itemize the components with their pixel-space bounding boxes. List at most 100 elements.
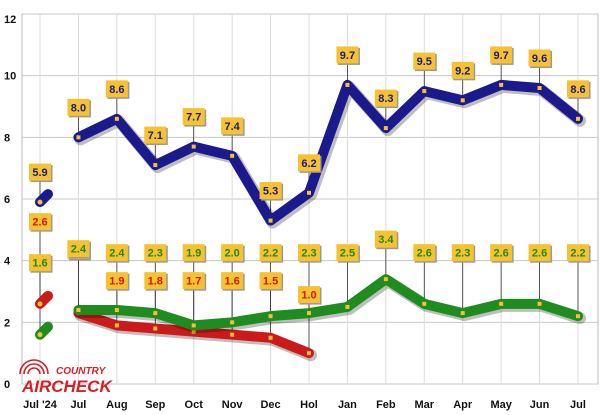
series-point — [191, 144, 196, 149]
data-label-box — [67, 240, 90, 258]
series-point — [191, 329, 196, 334]
y-axis-ticks: 0 2 4 6 8 10 12 — [4, 14, 16, 391]
y-tick-label: 8 — [4, 132, 10, 144]
series-lines — [35, 79, 586, 362]
data-label: 1.5 — [263, 276, 278, 288]
series-point — [345, 304, 350, 309]
series-point — [460, 98, 465, 103]
data-label-box — [221, 244, 244, 262]
data-label: 2.3 — [301, 248, 316, 260]
data-label-box — [29, 254, 51, 272]
data-label-box — [374, 89, 397, 107]
data-label: 1.9 — [109, 276, 124, 288]
series-point — [422, 89, 427, 94]
data-label-box — [413, 52, 436, 70]
data-label-box — [105, 80, 128, 98]
x-tick-label: Sep — [145, 399, 165, 411]
series-point — [114, 323, 119, 328]
data-label: 5.3 — [263, 186, 278, 198]
data-label: 2.6 — [493, 248, 508, 260]
y-tick-label: 12 — [4, 14, 16, 26]
data-label: 9.6 — [532, 53, 547, 65]
series-point — [76, 135, 81, 140]
series-line — [73, 274, 583, 331]
data-label: 7.4 — [224, 121, 240, 133]
broadcast-waves-icon — [19, 359, 49, 375]
y-tick-label: 4 — [4, 256, 11, 268]
series-point — [191, 323, 196, 328]
series-point — [230, 332, 235, 337]
series-point — [383, 126, 388, 131]
series-point — [537, 301, 542, 306]
data-label: 8.3 — [378, 93, 393, 105]
data-label-box — [105, 272, 128, 290]
x-tick-label: Nov — [222, 399, 244, 411]
data-label-box — [29, 213, 51, 231]
data-label: 2.2 — [570, 248, 585, 260]
series-point — [268, 314, 273, 319]
data-label: 2.5 — [340, 248, 355, 260]
series-point — [153, 311, 158, 316]
series-point — [383, 277, 388, 282]
series-point — [230, 320, 235, 325]
logo-line1: COUNTRY — [56, 366, 107, 377]
data-label: 2.4 — [109, 248, 125, 260]
data-label-box — [298, 154, 320, 172]
data-label: 2.3 — [455, 248, 470, 260]
series-point — [307, 190, 311, 195]
series-point — [576, 314, 580, 319]
data-label-box — [451, 244, 474, 262]
x-tick-label: Oct — [185, 399, 204, 411]
series-point — [307, 351, 311, 356]
data-label: 2.4 — [71, 244, 87, 256]
series-point — [153, 326, 158, 331]
data-label-box — [182, 244, 205, 262]
x-tick-label: Jul — [70, 399, 86, 411]
x-tick-label: Hol — [300, 399, 318, 411]
series-point — [576, 116, 580, 121]
data-label-box — [374, 230, 397, 248]
data-label: 9.5 — [417, 56, 432, 68]
data-label: 2.0 — [224, 248, 239, 260]
data-label-box — [144, 272, 167, 290]
data-label-box — [336, 244, 359, 262]
data-label-box — [298, 286, 320, 304]
y-tick-label: 0 — [4, 379, 10, 391]
series-point — [499, 82, 504, 87]
series-point — [37, 332, 43, 338]
x-tick-label: Jan — [338, 399, 357, 411]
series-point — [37, 199, 43, 205]
data-label: 8.0 — [71, 102, 86, 114]
series-point — [230, 153, 235, 158]
data-label: 2.6 — [32, 217, 47, 229]
data-label: 8.6 — [570, 84, 585, 96]
series-line — [73, 79, 583, 226]
data-label: 1.8 — [148, 276, 163, 288]
x-tick-label: Jul '24 — [23, 399, 58, 411]
x-tick-label: May — [490, 399, 512, 411]
x-tick-label: Jul — [570, 399, 586, 411]
y-tick-label: 6 — [4, 194, 10, 206]
data-label: 2.2 — [263, 248, 278, 260]
data-label-box — [298, 244, 320, 262]
data-label-box — [105, 244, 128, 262]
data-label: 9.2 — [455, 65, 470, 77]
data-label: 2.6 — [417, 248, 432, 260]
data-label: 1.6 — [32, 258, 47, 270]
y-tick-label: 10 — [4, 71, 16, 83]
data-label: 5.9 — [32, 167, 47, 179]
series-point — [345, 82, 350, 87]
series-point — [76, 308, 81, 312]
data-label-box — [567, 244, 589, 262]
data-label-box — [182, 272, 205, 290]
data-label-box — [451, 61, 474, 79]
data-label: 3.4 — [378, 234, 394, 246]
data-labels: 5.9 8.0 8.6 7.1 7.7 7.4 5.3 6.2 9.7 8.3 9.5 9.2 9.7 9… — [29, 46, 591, 305]
data-label: 2.3 — [148, 248, 163, 260]
data-label-box — [413, 244, 436, 262]
series-point — [537, 86, 542, 90]
data-label-box — [259, 272, 282, 290]
series-point — [499, 301, 504, 306]
data-label-box — [259, 182, 282, 200]
